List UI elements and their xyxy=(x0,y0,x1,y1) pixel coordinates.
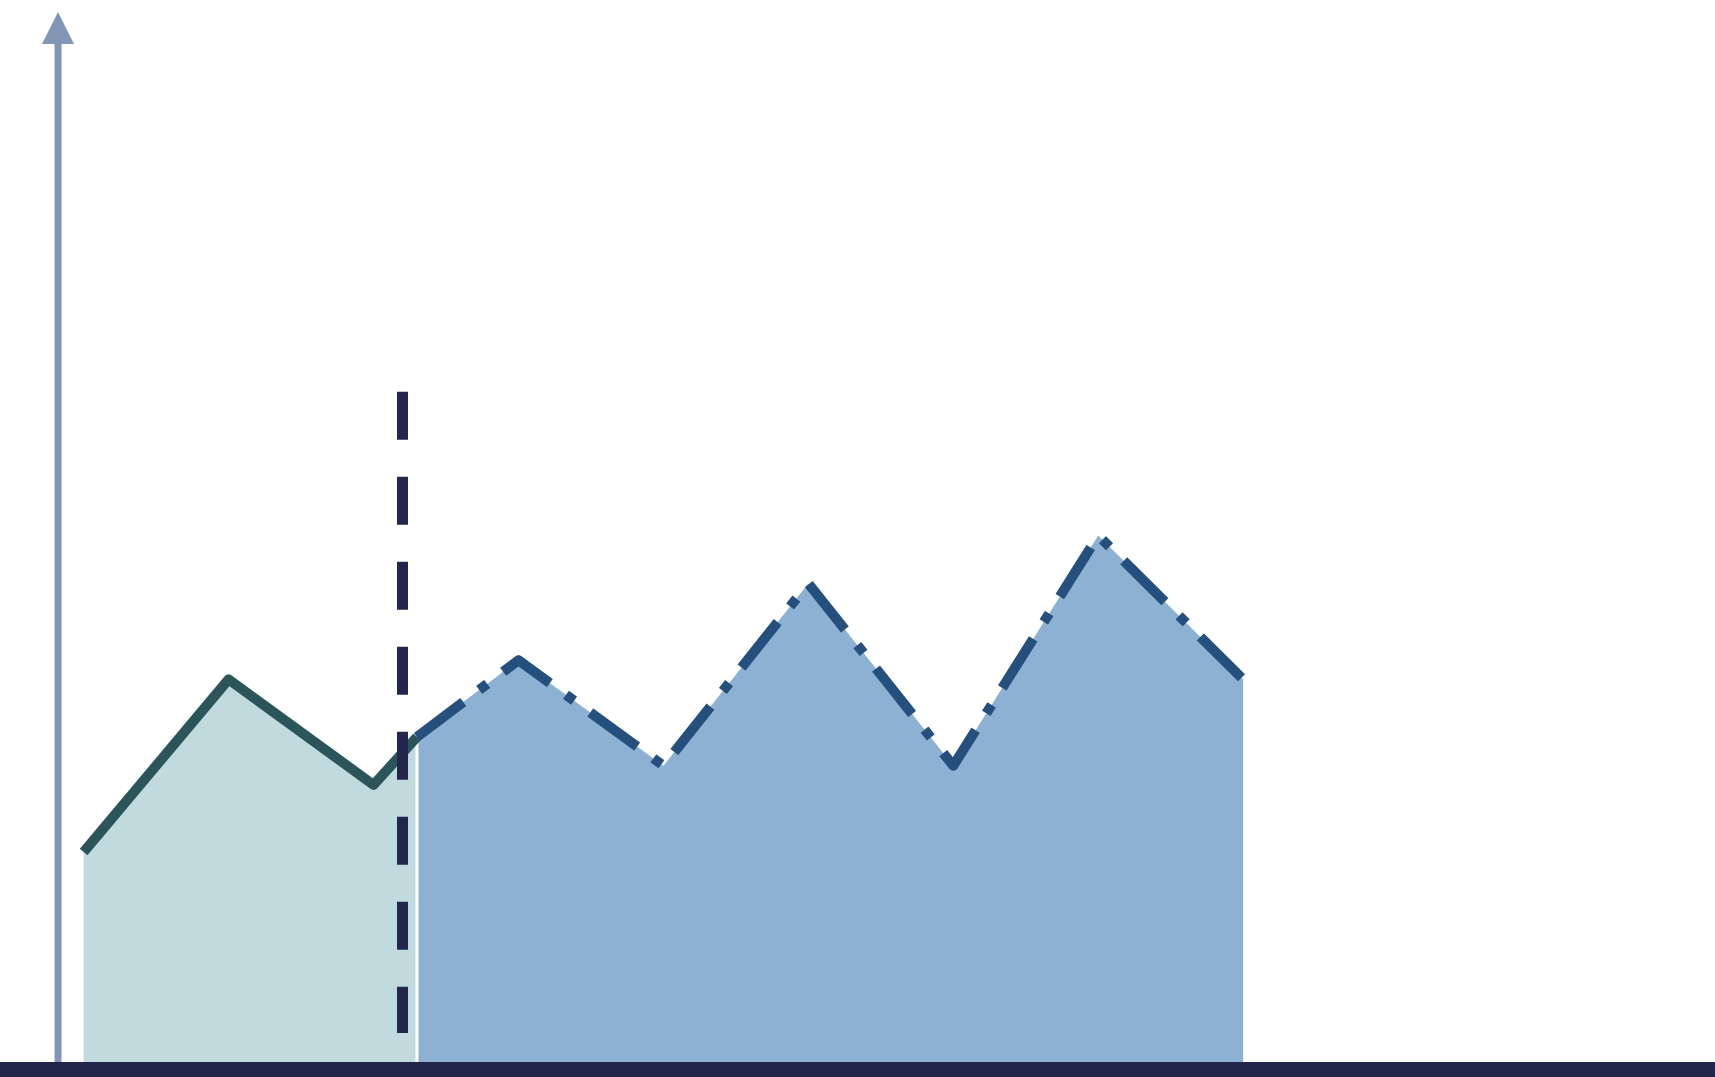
axes xyxy=(0,12,1715,1077)
series-2-area xyxy=(417,535,1244,1063)
series-areas xyxy=(83,535,1244,1063)
y-axis-arrowhead xyxy=(42,12,74,44)
series-lines xyxy=(79,530,1247,856)
x-axis-baseline xyxy=(0,1062,1715,1077)
series-1-line xyxy=(79,674,421,856)
series-1-area xyxy=(83,679,418,1063)
